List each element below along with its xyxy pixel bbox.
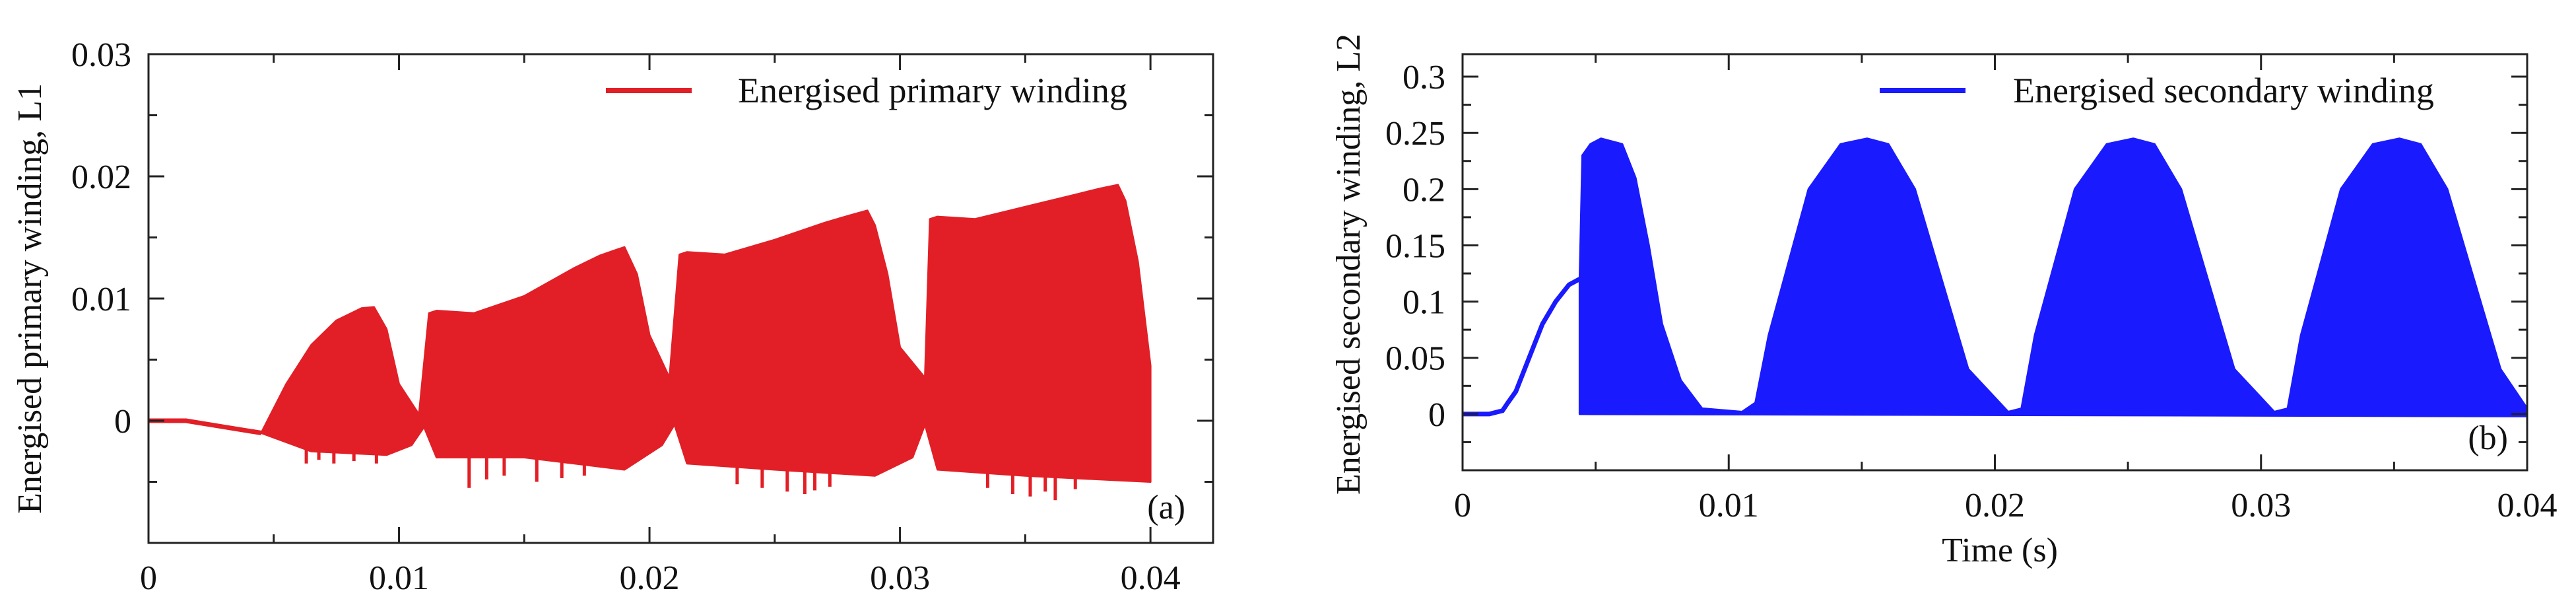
- panel-b-tick-marks: [1461, 54, 2528, 472]
- series-line-initial: [149, 418, 262, 435]
- panel-b-xtick-label: 0.04: [2497, 487, 2558, 524]
- panel-a-ytick-label: 0.01: [71, 281, 131, 318]
- panel-a-ytick-label: 0: [114, 403, 131, 441]
- panel-b-ytick-label: 0.1: [1403, 284, 1445, 322]
- series-line-initial: [1463, 277, 1581, 417]
- panel-b-y-axis-title: Energised secondary winding, L2: [1330, 34, 1368, 495]
- series-oscillation-band: [260, 184, 1152, 483]
- panel-a-xtick-label: 0.01: [369, 559, 429, 597]
- panel-a-tick-marks: [147, 53, 1213, 544]
- panel-a-ytick-label: 0.03: [71, 36, 131, 74]
- panel-b-xtick-label: 0.02: [1965, 487, 2025, 524]
- panel-b-legend-label: Energised secondary winding: [2013, 71, 2434, 110]
- panel-b-xtick-label: 0.01: [1699, 487, 1759, 524]
- panel-a-xtick-label: 0: [140, 559, 157, 597]
- panel-a-y-axis-title: Energised primary winding, L1: [11, 83, 49, 514]
- panel-a-xtick-label: 0.02: [620, 559, 680, 597]
- panel-b-xtick-label: 0: [1454, 487, 1471, 524]
- panel-a-label: (a): [1147, 489, 1185, 526]
- panel-b-ytick-label: 0.25: [1385, 115, 1445, 153]
- panel-a-xtick-label: 0.03: [870, 559, 930, 597]
- panel-b-x-axis-title: Time (s): [1942, 532, 2058, 569]
- panel-b-ytick-label: 0.15: [1385, 227, 1445, 265]
- panel-a: 0 0.01 0.02 0.03 0 0.01 0.02 0.03 0.04 E…: [11, 36, 1214, 597]
- panel-b-label: (b): [2468, 419, 2508, 457]
- panel-b-ytick-label: 0: [1428, 396, 1445, 434]
- panel-b-plot-area: [1463, 137, 2528, 417]
- panel-a-legend-label: Energised primary winding: [738, 71, 1127, 110]
- panel-b-ytick-label: 0.3: [1403, 59, 1445, 96]
- panel-b-ytick-label: 0.2: [1403, 171, 1445, 209]
- panel-b-ytick-label: 0.05: [1385, 340, 1445, 378]
- panel-a-ytick-label: 0.02: [71, 159, 131, 196]
- panel-a-plot-area: [149, 184, 1152, 501]
- series-oscillation-band: [1578, 137, 2528, 417]
- panel-b: 0 0.05 0.1 0.15 0.2 0.25 0.3 0 0.01 0.02…: [1330, 34, 2558, 569]
- panel-a-xtick-label: 0.04: [1121, 559, 1181, 597]
- panel-b-xtick-label: 0.03: [2231, 487, 2291, 524]
